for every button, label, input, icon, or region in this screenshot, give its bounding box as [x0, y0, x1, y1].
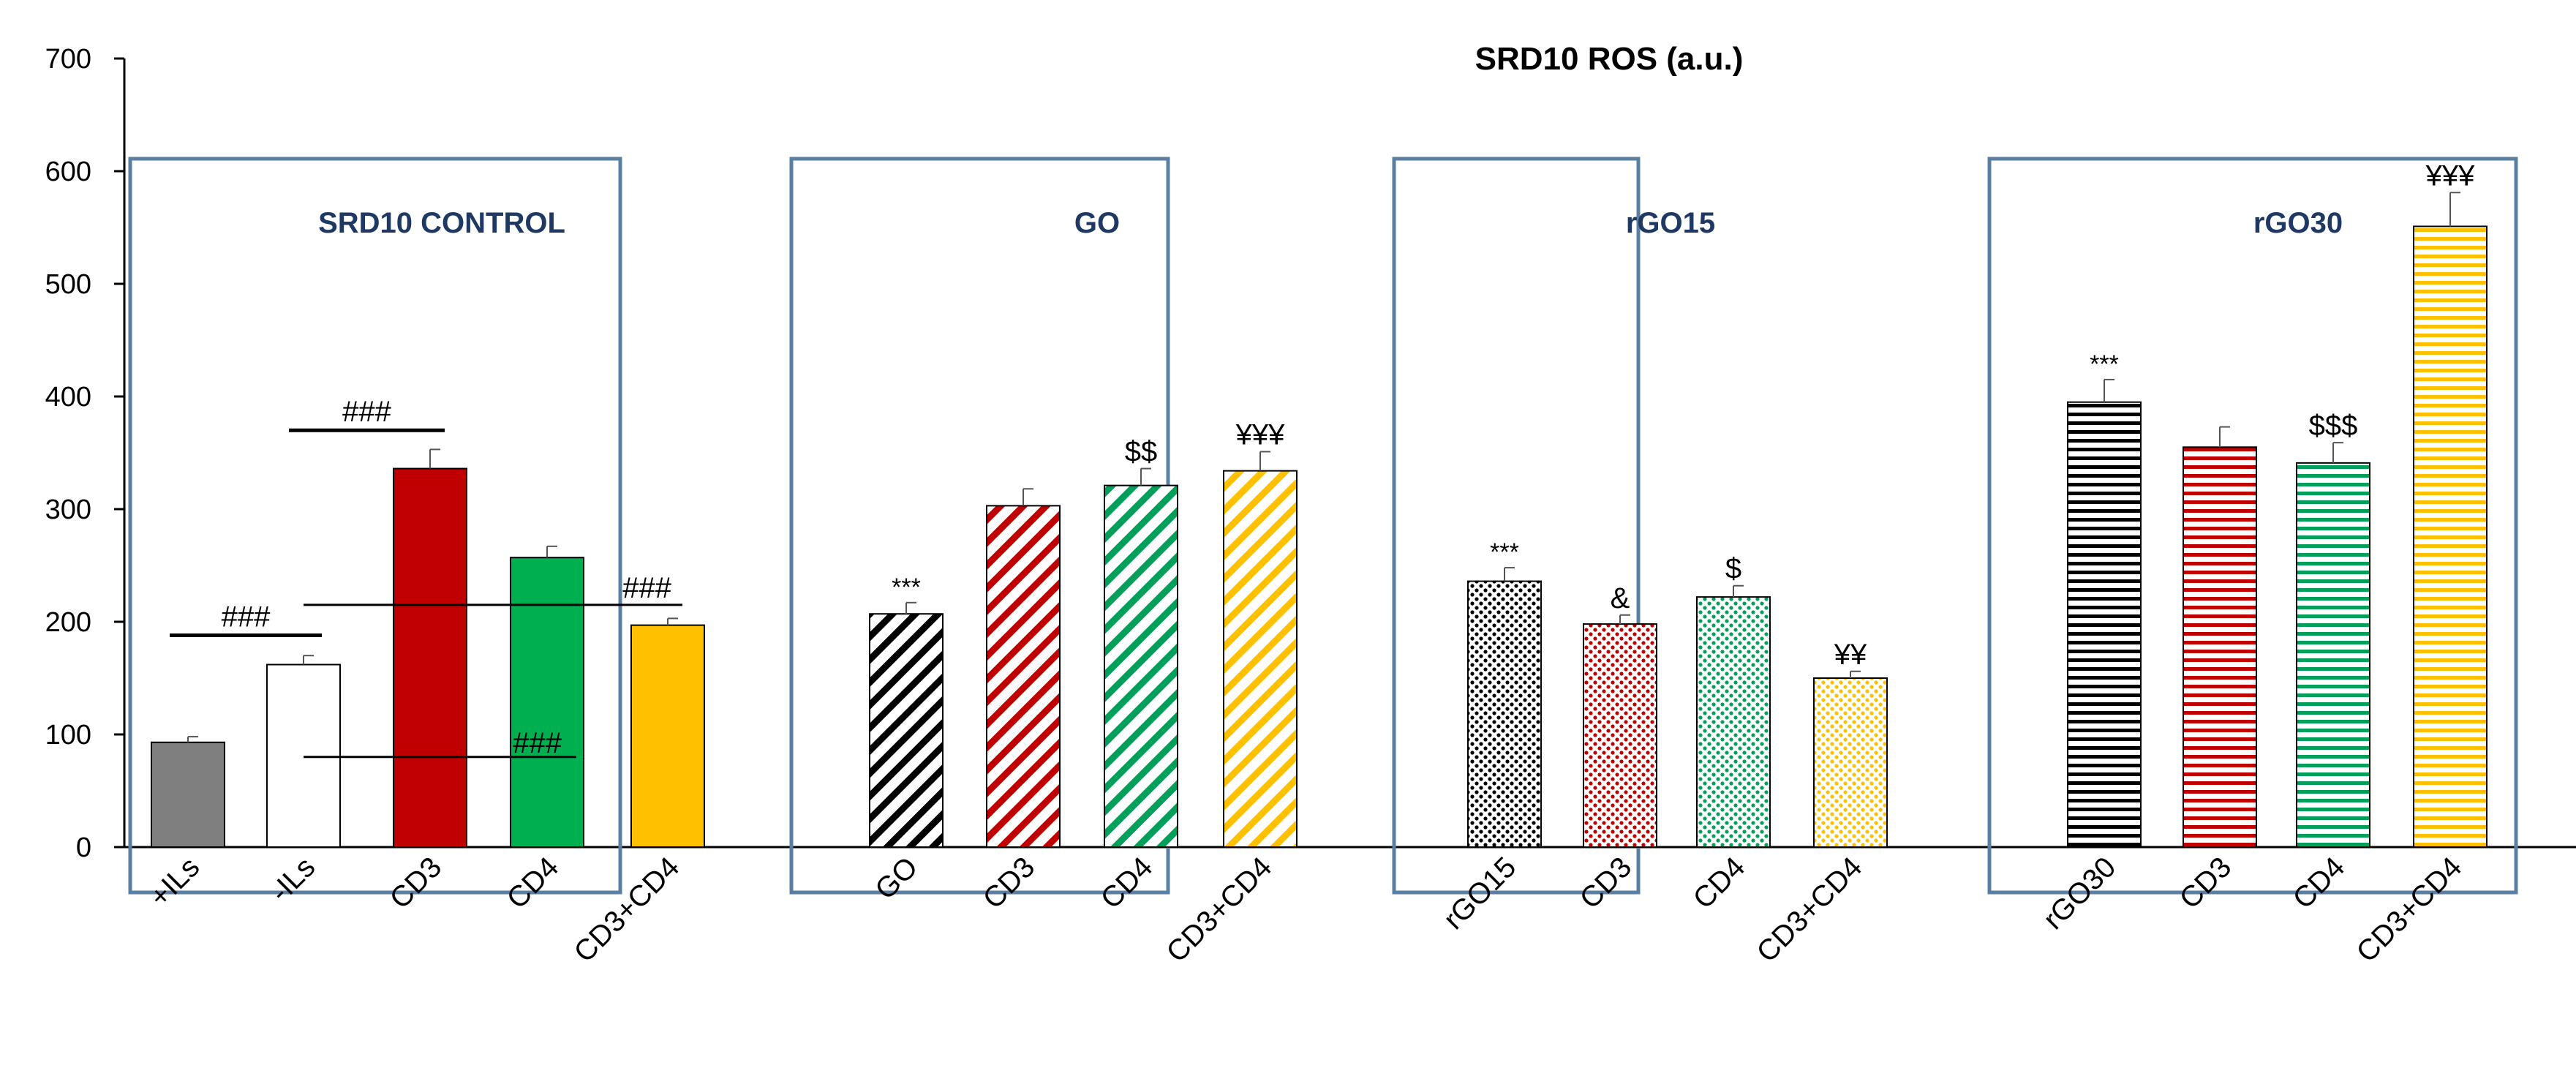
- y-tick-label: 700: [45, 44, 91, 75]
- bar: [2413, 225, 2488, 848]
- significance-label: ¥¥¥: [2425, 159, 2475, 192]
- category-label: CD4: [1095, 851, 1159, 915]
- bar: [1223, 470, 1298, 848]
- bar: [510, 557, 584, 848]
- significance-label: ¥¥: [1834, 639, 1867, 671]
- category-label: CD3+CD4: [1751, 851, 1869, 969]
- y-tick-label: 400: [45, 382, 91, 413]
- bar: [869, 613, 944, 848]
- bar: [266, 663, 341, 849]
- bar: [393, 467, 467, 848]
- significance-label: &: [1611, 582, 1630, 614]
- bar: [986, 505, 1061, 848]
- panel-frame: [128, 157, 622, 895]
- panel-title: rGO30: [2253, 207, 2343, 239]
- bar: [2067, 401, 2142, 848]
- category-label: GO: [869, 851, 924, 906]
- significance-label: ***: [892, 574, 921, 601]
- bar: [2296, 462, 2370, 848]
- panel-frame: [1987, 157, 2518, 895]
- bar: [1467, 580, 1542, 848]
- y-tick-label: 500: [45, 269, 91, 300]
- bar: [151, 741, 225, 849]
- significance-label: $$: [1125, 436, 1158, 468]
- bracket-label: ###: [513, 727, 562, 759]
- bar: [1104, 484, 1178, 848]
- category-label: CD4: [2287, 851, 2351, 915]
- bar: [2183, 446, 2257, 848]
- category-label: CD3: [1574, 851, 1638, 915]
- bar: [1583, 623, 1657, 849]
- category-label: -ILs: [264, 851, 321, 908]
- y-tick-label: 300: [45, 494, 91, 525]
- bar: [1813, 677, 1888, 848]
- panel-title: SRD10 CONTROL: [318, 207, 565, 239]
- category-label: CD4: [1687, 851, 1752, 915]
- category-label: CD3: [384, 851, 448, 915]
- significance-label: ***: [1490, 538, 1519, 566]
- y-tick-label: 100: [45, 720, 91, 751]
- y-tick-label: 200: [45, 607, 91, 638]
- category-label: CD3+CD4: [568, 851, 686, 969]
- y-tick-label: 600: [45, 157, 91, 187]
- significance-label: ¥¥¥: [1235, 418, 1285, 451]
- category-label: CD3: [977, 851, 1042, 915]
- panel-title: rGO15: [1626, 207, 1715, 239]
- bracket-label: ###: [222, 601, 271, 633]
- significance-label: $: [1725, 553, 1741, 585]
- category-label: CD3+CD4: [1161, 851, 1278, 969]
- category-label: CD3+CD4: [2351, 851, 2468, 969]
- significance-label: ***: [2090, 350, 2119, 378]
- bracket-label: ###: [622, 572, 671, 604]
- chart-title: SRD10 ROS (a.u.): [1475, 41, 1744, 77]
- bracket-label: ###: [342, 396, 391, 428]
- significance-label: $$$: [2309, 410, 2358, 442]
- category-label: CD3: [2174, 851, 2238, 915]
- panel-frame: [1392, 157, 1641, 895]
- panel-rgo30: rGO30***rGO30 CD3$$$CD4¥¥¥CD3+CD4: [1987, 157, 2518, 969]
- bar: [630, 624, 705, 848]
- y-tick-label: 0: [76, 832, 91, 863]
- panel-title: GO: [1074, 207, 1120, 239]
- category-label: +ILs: [143, 851, 206, 913]
- category-label: CD4: [501, 851, 565, 915]
- bar: [1696, 596, 1771, 848]
